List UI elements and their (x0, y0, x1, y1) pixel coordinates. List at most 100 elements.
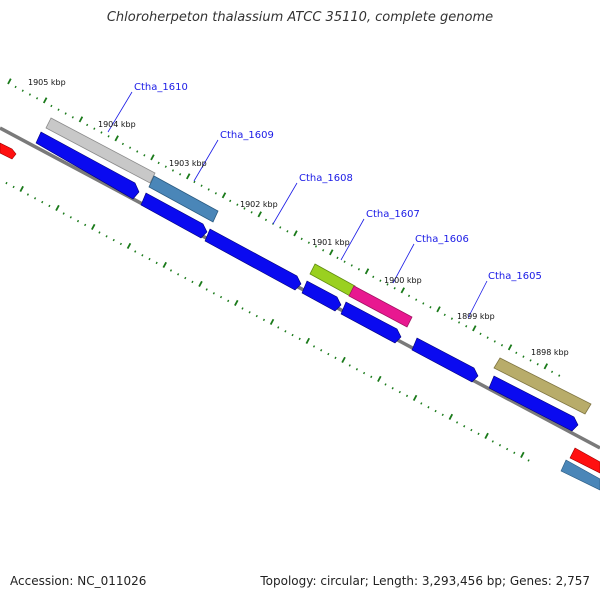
minor-tick (477, 432, 480, 436)
minor-tick (498, 444, 502, 447)
minor-tick (429, 306, 432, 309)
major-tick (19, 185, 24, 193)
major-tick (162, 261, 167, 268)
minor-tick (227, 299, 230, 303)
major-tick (507, 344, 513, 351)
minor-tick (407, 294, 411, 298)
feature-ctha-1605[interactable] (493, 357, 592, 415)
gene-label-ctha-1608[interactable]: Ctha_1608 (299, 173, 353, 184)
leader-ctha-1609 (193, 139, 219, 182)
minor-tick (21, 89, 24, 92)
minor-tick (219, 295, 223, 299)
minor-tick (550, 370, 554, 374)
feature-ctha-1609[interactable] (148, 175, 219, 223)
gene-label-ctha-1606[interactable]: Ctha_1606 (415, 234, 469, 245)
minor-tick (529, 359, 532, 362)
minor-tick (379, 279, 382, 282)
minor-tick (348, 364, 351, 367)
minor-tick (355, 368, 359, 371)
minor-tick (136, 150, 139, 153)
minor-tick (336, 256, 339, 260)
edge-feature-left[interactable] (0, 142, 17, 160)
leader-ctha-1610 (107, 91, 133, 133)
minor-tick (41, 200, 44, 204)
minor-tick (177, 273, 180, 276)
minor-tick (50, 104, 53, 108)
accession-text: Accession: NC_011026 (10, 574, 147, 588)
kbp-labels: 1905 kbp 1904 kbp 1903 kbp 1902 kbp 1901… (28, 78, 569, 357)
minor-tick (327, 352, 330, 356)
gene-label-ctha-1605[interactable]: Ctha_1605 (488, 271, 542, 282)
minor-tick (214, 192, 217, 195)
minor-tick (264, 218, 268, 222)
gene-label-ctha-1607[interactable]: Ctha_1607 (366, 209, 420, 220)
cds-arrow[interactable] (340, 301, 402, 344)
tick-marks (5, 78, 561, 462)
minor-tick (26, 193, 30, 196)
minor-tick (98, 231, 101, 234)
edge-feature-right-red[interactable] (569, 447, 600, 474)
minor-tick (527, 459, 530, 462)
cds-arrow[interactable] (204, 228, 302, 291)
minor-tick (434, 409, 437, 413)
minor-tick (62, 212, 65, 215)
feature-ctha-1610[interactable] (45, 117, 156, 184)
minor-tick (112, 238, 115, 242)
minor-tick (33, 197, 37, 200)
cds-arrow[interactable] (301, 280, 342, 312)
minor-tick (229, 199, 232, 203)
minor-tick (463, 425, 466, 428)
minor-tick (515, 351, 518, 355)
minor-tick (493, 340, 496, 343)
major-tick (198, 280, 203, 287)
minor-tick (391, 387, 394, 390)
minor-tick (134, 250, 137, 253)
cds-arrow[interactable] (35, 131, 140, 200)
cds-arrow[interactable] (411, 337, 479, 383)
minor-tick (450, 317, 453, 320)
minor-tick (422, 302, 425, 305)
major-tick (91, 223, 96, 231)
minor-tick (384, 383, 387, 386)
minor-tick (100, 131, 103, 134)
minor-tick (207, 188, 210, 191)
minor-tick (322, 249, 325, 252)
major-tick (329, 249, 334, 256)
major-tick (234, 299, 239, 306)
major-tick (78, 116, 84, 123)
kbp-label: 1901 kbp (312, 238, 350, 247)
minor-tick (307, 241, 310, 244)
minor-tick (558, 374, 561, 377)
minor-tick (506, 447, 509, 451)
topology-text: Topology: circular; Length: 3,293,456 bp… (260, 574, 590, 588)
minor-tick (536, 363, 539, 366)
minor-tick (107, 135, 110, 138)
major-tick (114, 135, 119, 142)
major-tick (400, 287, 405, 294)
gene-label-ctha-1610[interactable]: Ctha_1610 (134, 82, 188, 93)
minor-tick (513, 451, 516, 455)
minor-tick (57, 108, 60, 111)
kbp-label: 1902 kbp (240, 200, 278, 209)
colored-features (45, 117, 592, 415)
minor-tick (191, 280, 194, 284)
minor-tick (386, 283, 389, 286)
minor-tick (105, 235, 108, 238)
major-tick (484, 432, 489, 439)
minor-tick (155, 261, 158, 265)
cds-arrow[interactable] (488, 375, 579, 432)
gene-label-ctha-1609[interactable]: Ctha_1609 (220, 130, 274, 141)
minor-tick (370, 375, 373, 379)
edge-feature-right-blue[interactable] (560, 459, 600, 491)
leader-ctha-1607 (340, 218, 365, 261)
minor-tick (169, 269, 173, 272)
minor-tick (184, 276, 187, 280)
cds-arrow[interactable] (140, 192, 208, 239)
minor-tick (35, 97, 39, 100)
major-tick (126, 242, 132, 250)
leader-ctha-1605 (467, 280, 488, 319)
minor-tick (86, 123, 89, 127)
major-tick (412, 394, 418, 401)
feature-ctha-1606[interactable] (348, 285, 413, 328)
minor-tick (441, 413, 444, 417)
